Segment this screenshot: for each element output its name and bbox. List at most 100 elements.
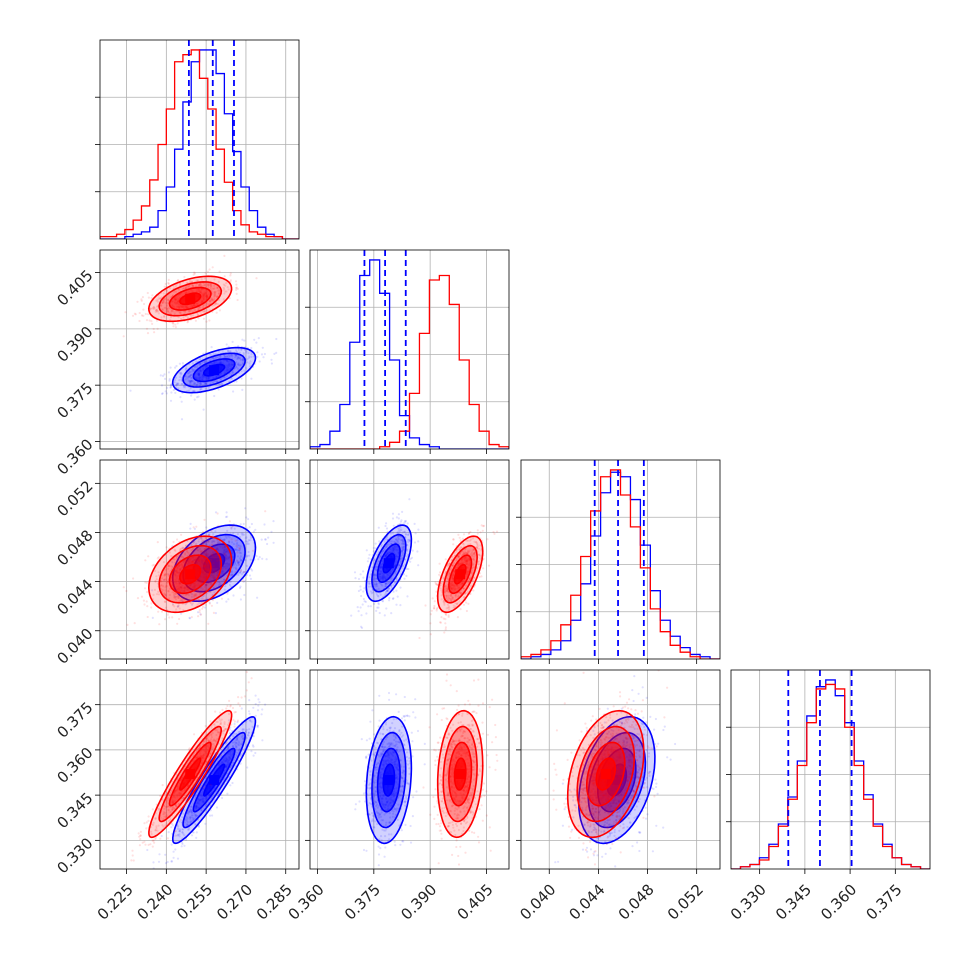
- scatter-point: [403, 530, 406, 533]
- scatter-point: [211, 540, 214, 543]
- scatter-point: [397, 538, 401, 541]
- scatter-point: [211, 356, 214, 360]
- scatter-point: [197, 382, 200, 385]
- scatter-point: [181, 546, 184, 549]
- scatter-point: [218, 270, 221, 273]
- scatter-point: [375, 574, 378, 578]
- scatter-point: [215, 296, 218, 299]
- scatter-point: [202, 541, 205, 544]
- scatter-point: [164, 862, 168, 865]
- scatter-point: [204, 805, 207, 808]
- scatter-point: [456, 601, 459, 604]
- scatter-point: [163, 574, 166, 577]
- scatter-point: [265, 558, 268, 561]
- scatter-point: [235, 288, 238, 291]
- scatter-point: [256, 355, 259, 358]
- scatter-point: [157, 556, 160, 559]
- scatter-point: [168, 378, 171, 381]
- scatter-point: [232, 532, 235, 535]
- scatter-point: [458, 600, 461, 603]
- scatter-point: [198, 283, 201, 287]
- scatter-point: [180, 555, 183, 558]
- scatter-point: [225, 282, 228, 285]
- scatter-point: [236, 555, 239, 558]
- scatter-point: [214, 352, 217, 356]
- scatter-point: [414, 532, 417, 535]
- scatter-point: [374, 565, 378, 568]
- scatter-point: [202, 542, 205, 546]
- scatter-point: [257, 698, 260, 701]
- scatter-point: [471, 569, 474, 572]
- scatter-point: [378, 540, 381, 543]
- scatter-point: [377, 606, 380, 609]
- scatter-point: [479, 554, 482, 557]
- scatter-point: [374, 568, 377, 571]
- scatter-point: [402, 573, 405, 576]
- scatter-point: [359, 573, 362, 576]
- scatter-panel-2-0: [100, 460, 299, 659]
- scatter-point: [167, 567, 170, 570]
- scatter-point: [165, 584, 168, 587]
- scatter-point: [393, 540, 396, 543]
- scatter-point: [184, 378, 187, 381]
- scatter-point: [166, 860, 169, 864]
- scatter-point: [198, 598, 201, 602]
- scatter-point: [413, 522, 416, 526]
- scatter-point: [193, 308, 196, 311]
- scatter-point: [408, 538, 411, 541]
- scatter-point: [260, 353, 264, 356]
- scatter-point: [448, 597, 451, 600]
- scatter-point: [207, 539, 210, 543]
- scatter-point: [204, 277, 207, 280]
- scatter-point: [360, 625, 363, 628]
- scatter-point: [384, 584, 387, 588]
- scatter-point: [372, 546, 375, 550]
- scatter-point: [386, 590, 389, 593]
- scatter-point: [133, 622, 136, 625]
- scatter-point: [370, 592, 373, 595]
- scatter-point: [462, 550, 465, 554]
- scatter-point: [234, 561, 237, 564]
- scatter-point: [152, 593, 155, 597]
- scatter-point: [380, 583, 383, 586]
- scatter-point: [153, 307, 156, 310]
- scatter-point: [267, 536, 270, 539]
- scatter-point: [209, 582, 213, 585]
- scatter-point: [216, 356, 219, 359]
- scatter-point: [140, 298, 143, 301]
- scatter-point: [201, 601, 204, 604]
- scatter-point: [200, 808, 203, 812]
- scatter-point: [211, 599, 214, 602]
- scatter-point: [432, 607, 436, 610]
- scatter-point: [235, 564, 238, 567]
- scatter-point: [138, 311, 141, 315]
- scatter-point: [202, 550, 206, 553]
- scatter-point: [171, 822, 174, 825]
- scatter-point: [249, 536, 253, 539]
- scatter-point: [238, 547, 241, 550]
- scatter-point: [452, 606, 455, 609]
- scatter-point: [170, 384, 173, 387]
- scatter-point: [220, 576, 223, 580]
- scatter-point: [228, 540, 231, 544]
- scatter-point: [263, 352, 266, 356]
- scatter-point: [235, 568, 238, 571]
- scatter-point: [190, 805, 193, 808]
- scatter-point: [385, 582, 388, 585]
- scatter-point: [178, 549, 182, 552]
- scatter-point: [197, 308, 200, 311]
- scatter-point: [238, 356, 241, 360]
- scatter-point: [232, 371, 235, 374]
- scatter-point: [177, 382, 180, 385]
- scatter-point: [172, 388, 175, 392]
- scatter-point: [163, 600, 166, 603]
- scatter-point: [190, 376, 193, 380]
- scatter-point: [223, 292, 226, 295]
- scatter-point: [182, 812, 185, 815]
- scatter-point: [204, 537, 207, 540]
- scatter-point: [473, 552, 476, 556]
- scatter-point: [469, 592, 472, 596]
- scatter-point: [163, 306, 166, 309]
- scatter-point: [254, 703, 257, 706]
- scatter-point: [260, 713, 263, 716]
